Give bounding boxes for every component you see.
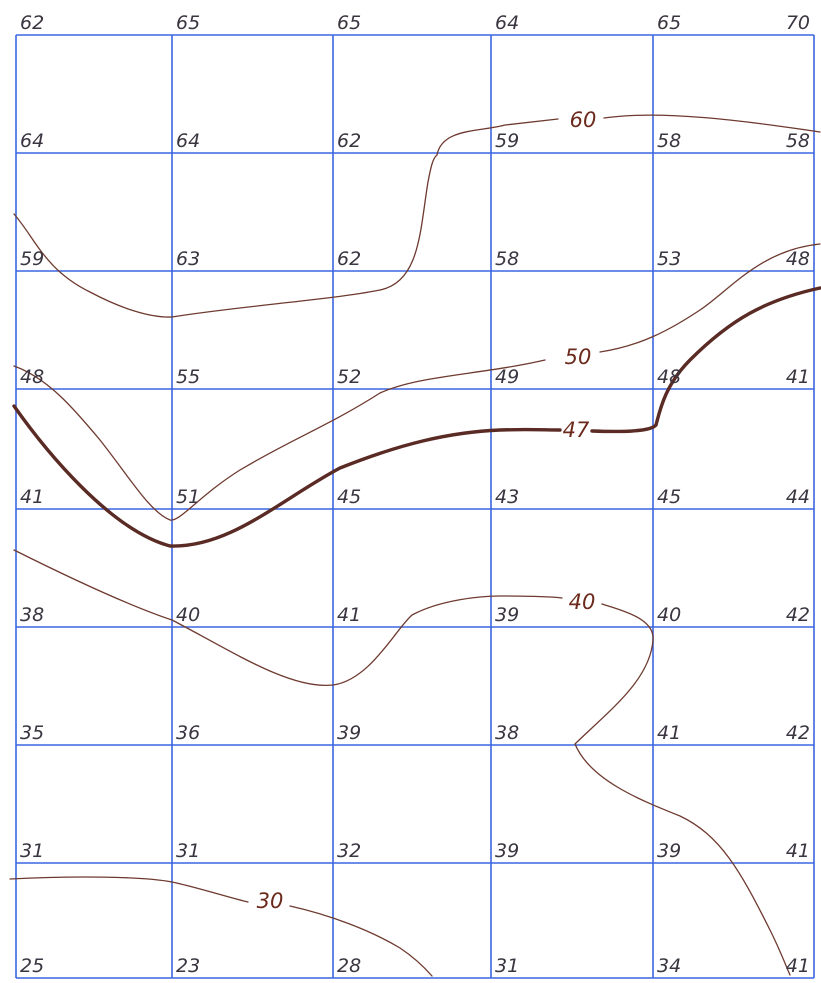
grid-value: 64	[495, 12, 519, 34]
grid-value: 28	[337, 955, 361, 977]
grid-value: 59	[495, 130, 519, 152]
contour-line-60-seg-2	[603, 114, 821, 133]
grid-value: 40	[176, 604, 200, 626]
grid-value: 32	[337, 840, 361, 862]
grid-value: 43	[495, 486, 519, 508]
grid-value: 55	[176, 366, 200, 388]
grid-value: 48	[786, 248, 810, 270]
contour-line-47-seg-2	[590, 286, 821, 434]
grid-value: 25	[20, 955, 44, 977]
contour-line-50-seg-1	[13, 359, 546, 521]
contour-line-30-seg-1	[9, 876, 249, 903]
grid-value: 58	[786, 130, 810, 152]
grid-value: 58	[657, 130, 681, 152]
grid-value: 39	[495, 604, 519, 626]
contour-label-30: 30	[257, 889, 284, 913]
grid-lines	[15, 34, 815, 979]
grid-value: 39	[337, 722, 361, 744]
contour-label-47: 47	[563, 418, 590, 442]
grid-value: 40	[657, 604, 681, 626]
grid-value: 59	[20, 248, 44, 270]
grid-values: 62 65 65 64 65 70 64 64 62 59 58 58 59 63 62 58 53 48 48 55…	[20, 12, 810, 977]
grid-value: 44	[786, 486, 810, 508]
grid-value: 48	[20, 366, 44, 388]
grid-value: 41	[786, 955, 810, 977]
grid-value: 31	[20, 840, 44, 862]
contour-label-60: 60	[570, 108, 597, 132]
grid-value: 42	[786, 722, 810, 744]
grid-value: 51	[176, 486, 200, 508]
grid-value: 34	[657, 955, 681, 977]
contour-label-50: 50	[565, 345, 592, 369]
grid-value: 52	[337, 366, 361, 388]
grid-value: 65	[337, 12, 361, 34]
grid-value: 39	[495, 840, 519, 862]
grid-value: 53	[657, 248, 681, 270]
contour-label-40: 40	[569, 590, 596, 614]
grid-value: 65	[657, 12, 681, 34]
grid-value: 31	[176, 840, 200, 862]
grid-value: 62	[20, 12, 44, 34]
grid-value: 41	[657, 722, 681, 744]
grid-value: 36	[176, 722, 200, 744]
grid-value: 41	[20, 486, 44, 508]
grid-value: 64	[20, 130, 44, 152]
grid-value: 41	[786, 840, 810, 862]
grid-value: 65	[176, 12, 200, 34]
grid-value: 63	[176, 248, 200, 270]
grid-value: 38	[495, 722, 519, 744]
grid-value: 41	[337, 604, 361, 626]
grid-value: 62	[337, 130, 361, 152]
contour-line-30-seg-2	[289, 905, 433, 977]
contour-line-40-seg-2	[574, 603, 791, 976]
contour-line-50-seg-2	[599, 243, 821, 353]
grid-value: 64	[176, 130, 200, 152]
grid-value: 23	[176, 955, 200, 977]
grid-value: 45	[657, 486, 681, 508]
contour-line-40-seg-1	[13, 549, 563, 687]
grid-value: 62	[337, 248, 361, 270]
grid-value: 35	[20, 722, 44, 744]
grid-value: 41	[786, 366, 810, 388]
grid-value: 31	[495, 955, 519, 977]
grid-value: 39	[657, 840, 681, 862]
contour-line-60-seg-1	[436, 118, 559, 156]
contour-lines	[9, 114, 821, 977]
grid-value: 48	[657, 366, 681, 388]
grid-value: 42	[786, 604, 810, 626]
grid-value: 70	[786, 12, 810, 34]
grid-value: 49	[495, 366, 519, 388]
contour-labels: 60 50 47 40 30	[257, 108, 597, 913]
grid-value: 45	[337, 486, 361, 508]
contour-line-60-seg-3	[13, 154, 438, 318]
contour-line-47-seg-1	[12, 404, 562, 548]
grid-value: 58	[495, 248, 519, 270]
grid-value: 38	[20, 604, 44, 626]
